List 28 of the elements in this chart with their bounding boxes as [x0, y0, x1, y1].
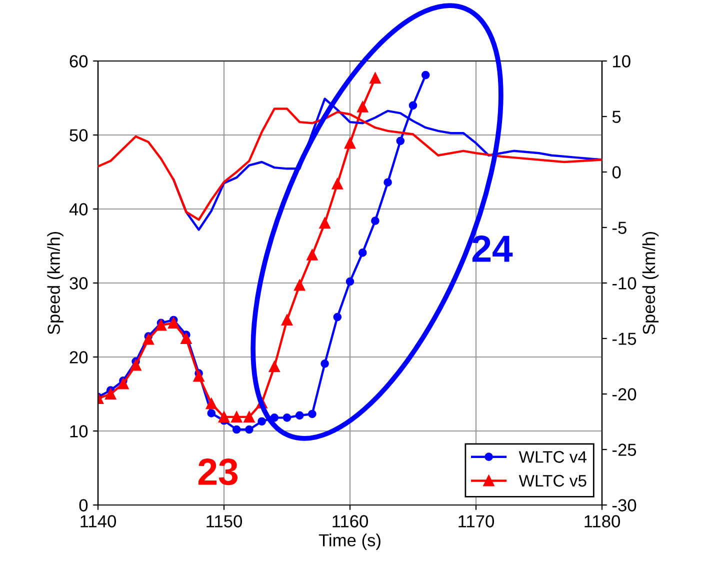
x-tick-label: 1180 — [584, 515, 620, 528]
y2-tick-label: -5 — [612, 222, 626, 234]
y-tick-label: 50 — [70, 129, 88, 142]
y-tick-label: 40 — [69, 203, 88, 216]
x-tick-label: 1170 — [458, 515, 494, 528]
legend-label: WLTC v4 — [518, 451, 587, 463]
y2-tick-label: -10 — [612, 277, 636, 290]
x-axis-title: Time (s) — [318, 534, 380, 550]
annotation: 24 — [472, 236, 513, 262]
y2-tick-label: -30 — [612, 499, 636, 512]
y-tick-label: 60 — [70, 55, 88, 68]
x-tick-label: 1160 — [332, 515, 368, 528]
y-axis-title: Speed (km/h) — [47, 232, 64, 334]
y2-tick-label: -25 — [612, 444, 636, 456]
x-tick-label: 1150 — [206, 515, 242, 528]
y2-tick-label: 10 — [613, 55, 630, 68]
annotation: 23 — [198, 458, 238, 486]
y2-axis-title: Speed (km/h) — [642, 232, 659, 334]
y2-tick-label: 5 — [612, 110, 621, 123]
y-tick-label: 0 — [79, 499, 88, 512]
legend-label: WLTC v5 — [518, 474, 586, 487]
y-tick-label: 20 — [70, 351, 88, 364]
y2-tick-label: -20 — [612, 388, 636, 400]
x-tick-label: 1140 — [80, 515, 116, 528]
y-tick-label: 30 — [70, 277, 88, 290]
y2-tick-label: 0 — [612, 166, 621, 178]
y2-tick-label: -15 — [612, 332, 636, 345]
y-tick-label: 10 — [70, 425, 88, 438]
